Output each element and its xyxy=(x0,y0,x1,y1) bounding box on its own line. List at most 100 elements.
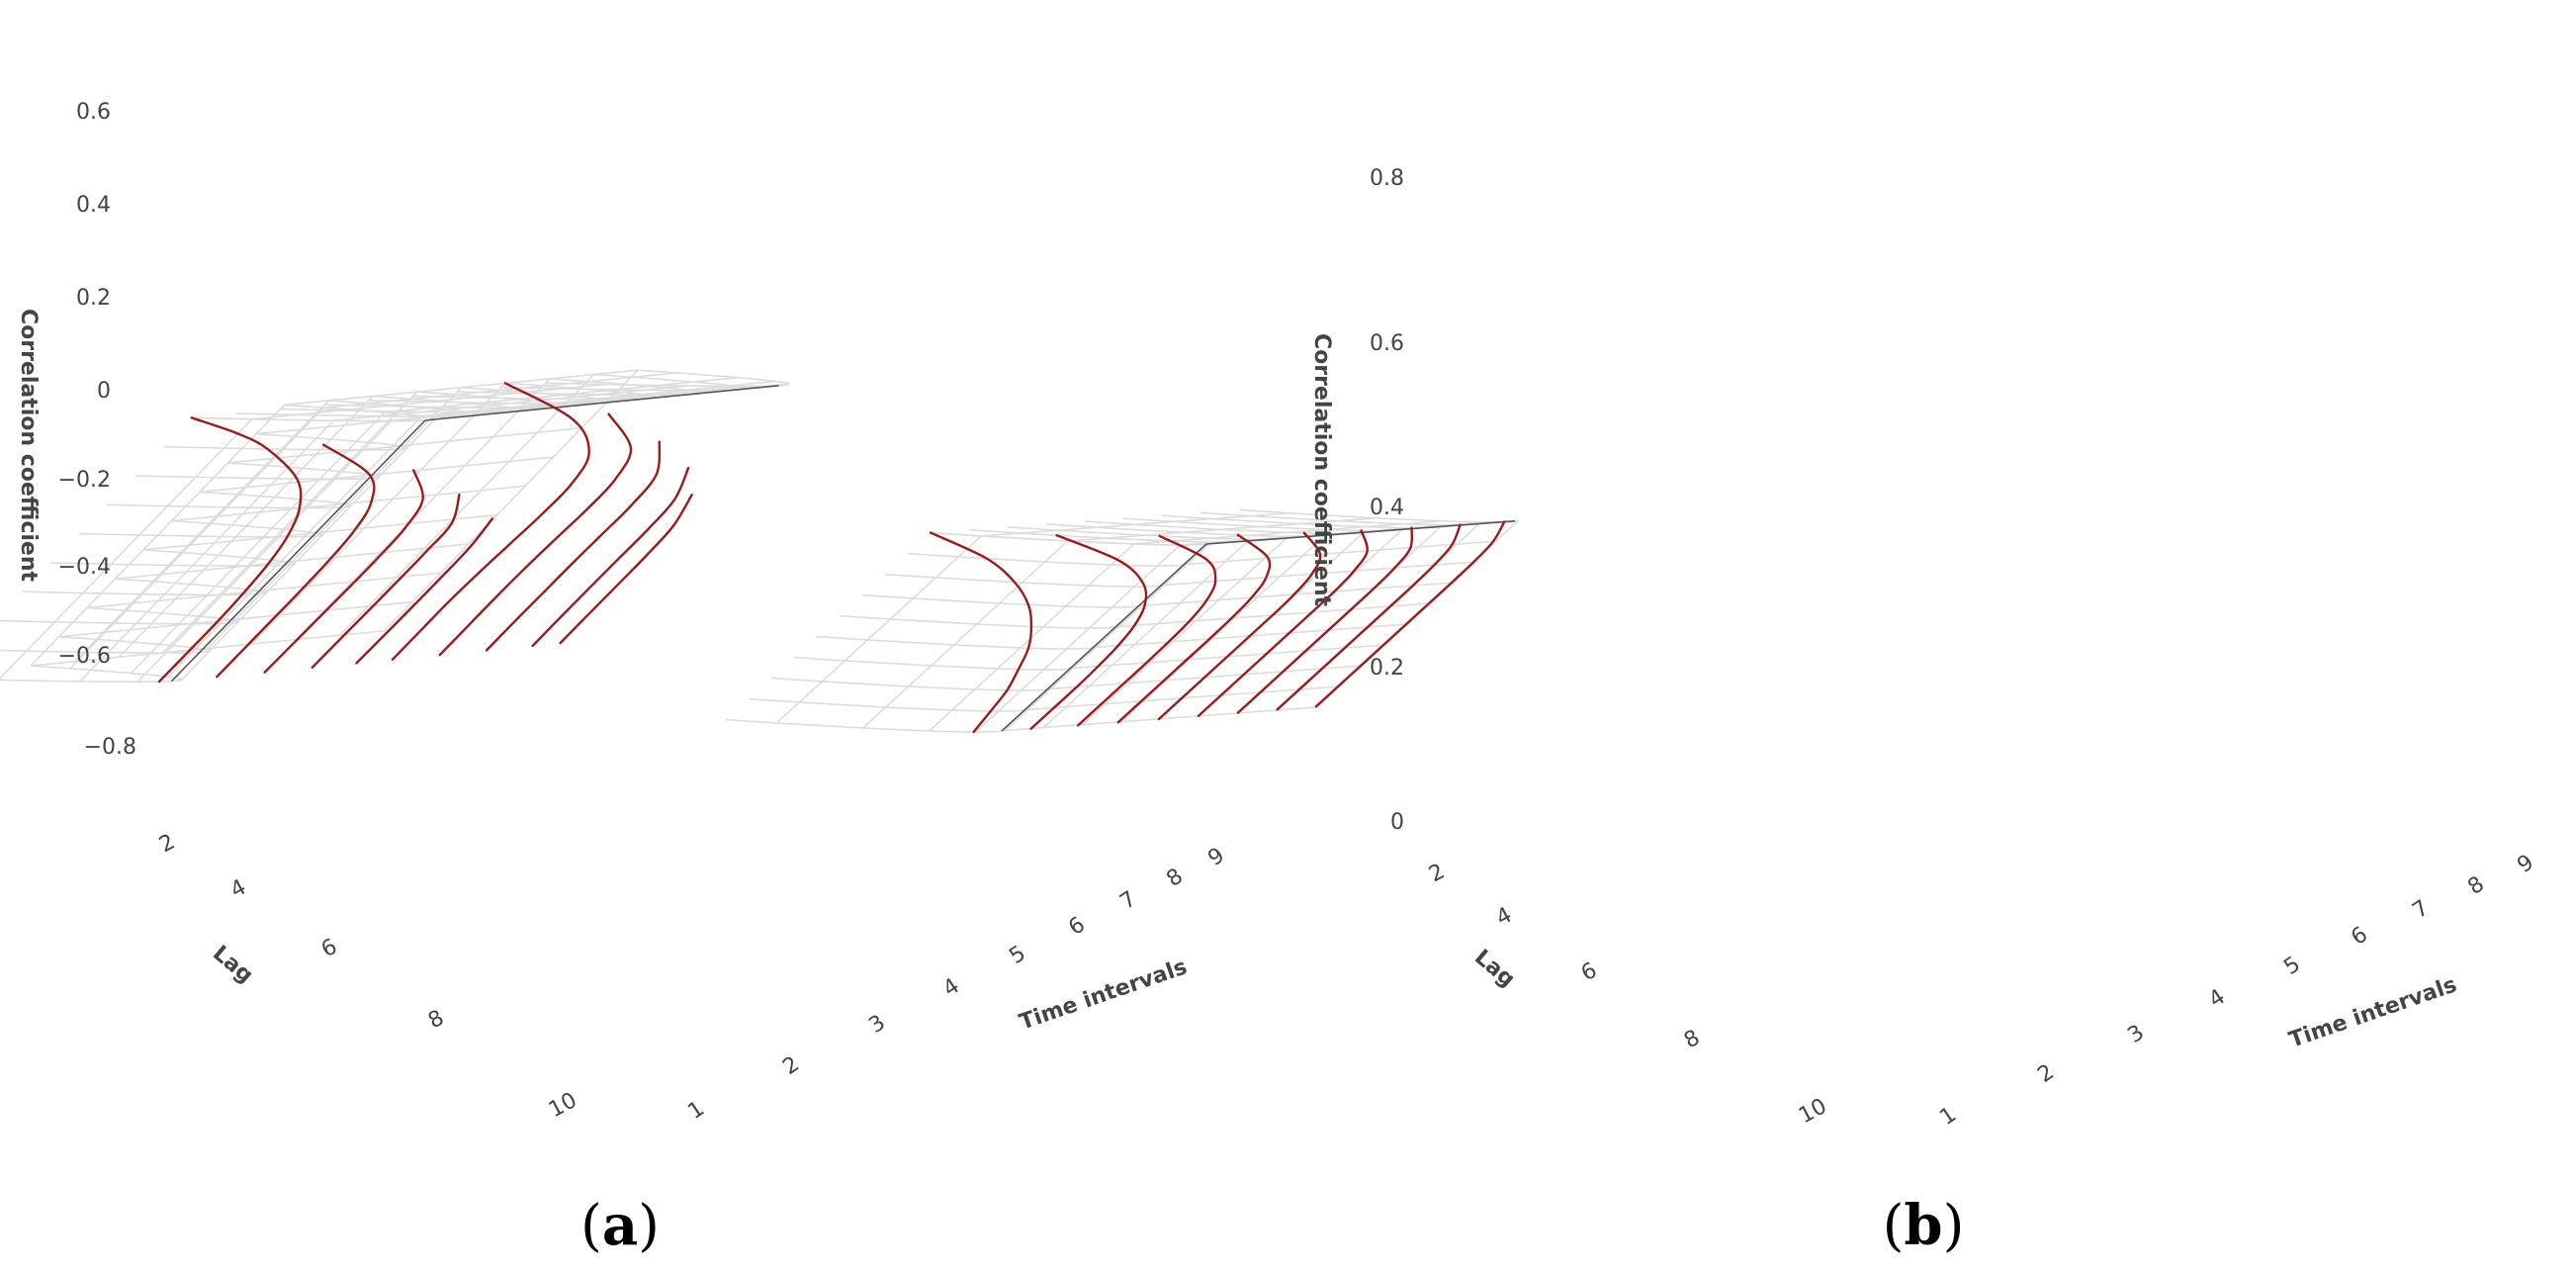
wall-gridline xyxy=(981,511,1290,537)
series-line-a-4 xyxy=(311,493,461,669)
z-tick-b: 0 xyxy=(1390,810,1404,835)
wall-gridline xyxy=(134,462,381,481)
x-tick-a: 6 xyxy=(317,935,341,963)
z-tick-b: 0.8 xyxy=(1370,166,1404,191)
z-tick-a: 0.2 xyxy=(76,286,111,311)
x-axis-title-b: Lag xyxy=(1469,945,1519,992)
x-tick-b: 4 xyxy=(1492,903,1516,932)
series-line-a-2 xyxy=(216,443,376,679)
wall-gridline xyxy=(0,606,239,625)
z-ticks-b: 0.8 0.6 0.4 0.2 0 xyxy=(1370,166,1404,835)
panel-a: 0.6 0.4 0.2 0 −0.2 −0.4 −0.6 −0.8 2 4 6 … xyxy=(0,100,1229,1258)
wall-gridline xyxy=(775,535,982,724)
x-ticks-b: 2 4 6 8 10 xyxy=(1425,860,1830,1130)
wall-gridline xyxy=(0,636,212,654)
wall-gridline xyxy=(840,614,1119,629)
x-tick-a: 2 xyxy=(155,830,179,859)
wall-gridline xyxy=(1046,523,1326,538)
wall-gridline xyxy=(69,407,324,670)
y-tick-a: 5 xyxy=(1005,941,1030,969)
wall-gridline xyxy=(78,519,324,538)
wall-gridline xyxy=(136,420,393,682)
zero-line xyxy=(170,419,426,682)
z-tick-a: −0.6 xyxy=(58,644,111,669)
x-tick-b: 10 xyxy=(1795,1094,1830,1129)
z-axis-title-a: Correlation coefficient xyxy=(16,309,41,583)
curves-a xyxy=(157,382,693,683)
series-line-a-7 xyxy=(438,412,633,657)
floor-gridline xyxy=(1119,534,1327,723)
y-tick-b: 6 xyxy=(2347,922,2372,951)
y-tick-a: 7 xyxy=(1115,886,1141,915)
x-tick-a: 4 xyxy=(226,875,250,904)
y-tick-b: 4 xyxy=(2204,984,2230,1013)
wall-gridline xyxy=(1180,520,1489,546)
wall-gridline xyxy=(862,593,1142,608)
wall-gridline xyxy=(181,417,436,681)
series-line-b-8 xyxy=(1276,523,1462,711)
y-tick-b: 9 xyxy=(2513,850,2538,878)
floor-gridline xyxy=(295,378,551,641)
zero-a xyxy=(170,385,779,682)
wall-gridline xyxy=(0,665,183,683)
z-tick-a: 0.6 xyxy=(76,100,111,125)
wall-gridline xyxy=(251,383,606,420)
x-tick-b: 2 xyxy=(1425,860,1449,888)
y-tick-b: 3 xyxy=(2123,1020,2149,1048)
y-tick-a: 8 xyxy=(1162,864,1188,892)
z-tick-a: −0.8 xyxy=(84,735,136,760)
wall-gridline xyxy=(749,697,1028,712)
series-line-a-6 xyxy=(391,382,590,661)
wall-gridline xyxy=(79,419,334,682)
x-tick-b: 6 xyxy=(1577,958,1601,987)
y-tick-b: 2 xyxy=(2033,1059,2059,1088)
wall-gridline xyxy=(391,385,746,422)
wall-gridline xyxy=(1133,519,1443,545)
floor-gridline xyxy=(384,369,639,632)
floor-gridline xyxy=(207,387,462,650)
y-tick-a: 4 xyxy=(938,973,964,1002)
series-line-b-4 xyxy=(1116,533,1272,724)
wall-gridline xyxy=(726,718,1006,733)
z-tick-a: −0.2 xyxy=(58,468,111,493)
x-axis-title-a: Lag xyxy=(208,941,257,988)
series-line-a-5 xyxy=(355,517,494,665)
z-tick-b: 0.6 xyxy=(1370,331,1404,356)
series-line-b-6 xyxy=(1197,529,1369,717)
zero-b xyxy=(1001,520,1516,732)
y-axis-title-b: Time intervals xyxy=(2286,972,2460,1052)
panel-label-a-letter: a xyxy=(602,1193,638,1258)
wall-gridline xyxy=(107,491,352,509)
wall-gridline xyxy=(1008,526,1288,541)
panel-label-b-letter: b xyxy=(1904,1193,1942,1258)
z-tick-b: 0.2 xyxy=(1370,656,1404,681)
wall-gridline xyxy=(794,656,1074,671)
wall-gridline xyxy=(22,578,268,596)
wall-gridline xyxy=(384,376,739,413)
wall-gridline xyxy=(1200,511,1480,526)
series-line-a-9 xyxy=(531,466,690,648)
y-tick-a: 3 xyxy=(864,1010,890,1039)
wall-gridline xyxy=(969,528,1249,543)
zero-line xyxy=(424,385,779,421)
series-line-b-3 xyxy=(1077,534,1217,727)
panel-label-b: (b) xyxy=(1883,1193,1965,1258)
grid-a xyxy=(0,369,790,683)
wall-gridline xyxy=(771,677,1051,691)
panel-label-a: (a) xyxy=(580,1193,660,1258)
y-tick-b: 8 xyxy=(2463,871,2489,900)
zero-line xyxy=(1001,543,1207,732)
series-line-b-1 xyxy=(929,531,1033,734)
wall-gridline xyxy=(862,540,1069,729)
wall-gridline xyxy=(885,573,1165,588)
wall-gridline xyxy=(50,549,296,567)
x-tick-b: 8 xyxy=(1680,1026,1704,1054)
wall-gridline xyxy=(323,372,678,409)
wall-gridline xyxy=(931,531,1210,546)
y-tick-a: 9 xyxy=(1203,843,1229,871)
wall-gridline xyxy=(163,432,408,451)
wall-gridline xyxy=(421,380,776,417)
z-tick-b: 0.4 xyxy=(1370,496,1404,520)
wall-gridline xyxy=(167,415,423,678)
